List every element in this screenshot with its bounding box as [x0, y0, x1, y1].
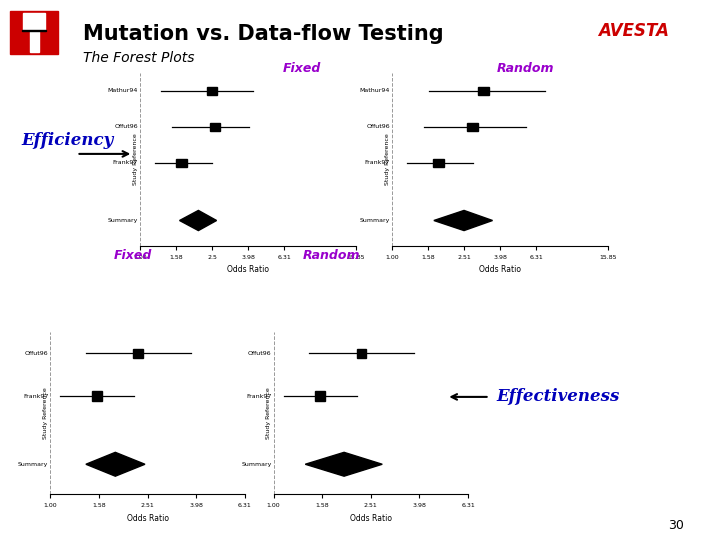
- Bar: [133, 349, 143, 358]
- Text: Summary: Summary: [18, 462, 48, 467]
- Y-axis label: Study Reference: Study Reference: [384, 133, 390, 185]
- Text: AVESTA: AVESTA: [598, 22, 669, 39]
- Text: The Forest Plots: The Forest Plots: [83, 51, 194, 65]
- X-axis label: Odds Ratio: Odds Ratio: [127, 514, 168, 523]
- Text: Summary: Summary: [360, 218, 390, 223]
- Text: Random: Random: [497, 62, 554, 75]
- Text: Frank97: Frank97: [246, 394, 271, 399]
- Text: Fixed: Fixed: [114, 249, 153, 262]
- Bar: [433, 159, 444, 167]
- Text: Offut96: Offut96: [366, 124, 390, 130]
- Text: Summary: Summary: [108, 218, 138, 223]
- Bar: [22, 30, 46, 31]
- Text: Fixed: Fixed: [283, 62, 322, 75]
- Y-axis label: Study Reference: Study Reference: [42, 387, 48, 439]
- Bar: [30, 25, 39, 52]
- Text: Frank97: Frank97: [113, 160, 138, 165]
- Text: Frank97: Frank97: [23, 394, 48, 399]
- X-axis label: Odds Ratio: Odds Ratio: [480, 265, 521, 274]
- Polygon shape: [434, 211, 492, 231]
- Text: Mathur94: Mathur94: [108, 89, 138, 93]
- Text: Summary: Summary: [241, 462, 271, 467]
- Polygon shape: [179, 211, 217, 231]
- Y-axis label: Study Reference: Study Reference: [132, 133, 138, 185]
- Polygon shape: [86, 453, 145, 476]
- Text: Random: Random: [302, 249, 360, 262]
- Text: Efficiency: Efficiency: [22, 132, 114, 149]
- Bar: [467, 123, 478, 131]
- Bar: [210, 123, 220, 131]
- Bar: [315, 392, 325, 401]
- Text: Mutation vs. Data-flow Testing: Mutation vs. Data-flow Testing: [83, 24, 444, 44]
- Text: Offut96: Offut96: [248, 351, 271, 356]
- Text: Mathur94: Mathur94: [360, 89, 390, 93]
- Text: Offut96: Offut96: [114, 124, 138, 130]
- Bar: [176, 159, 187, 167]
- Polygon shape: [305, 453, 382, 476]
- Text: Effectiveness: Effectiveness: [497, 388, 620, 406]
- Bar: [23, 13, 45, 30]
- Bar: [478, 87, 489, 95]
- Y-axis label: Study Reference: Study Reference: [266, 387, 271, 439]
- X-axis label: Odds Ratio: Odds Ratio: [350, 514, 392, 523]
- Text: Frank97: Frank97: [365, 160, 390, 165]
- Bar: [91, 392, 102, 401]
- Bar: [356, 349, 366, 358]
- Text: Offut96: Offut96: [24, 351, 48, 356]
- Text: 30: 30: [668, 519, 684, 532]
- X-axis label: Odds Ratio: Odds Ratio: [228, 265, 269, 274]
- Bar: [207, 87, 217, 95]
